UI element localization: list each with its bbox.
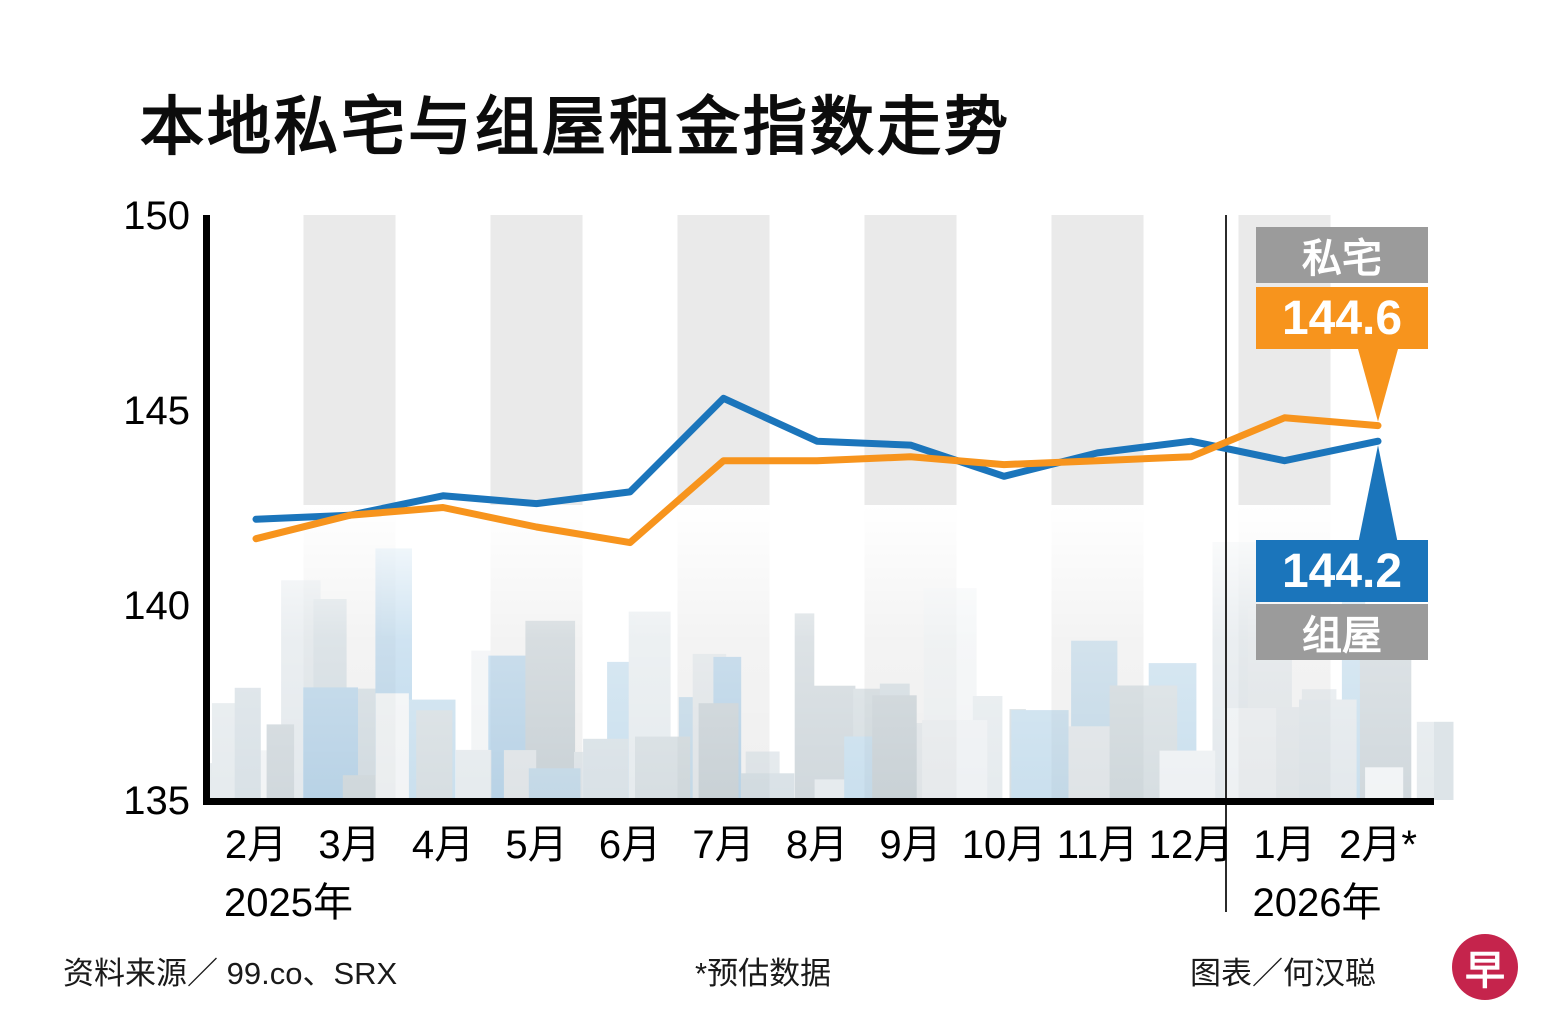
svg-text:2025年: 2025年 [224,881,353,925]
svg-text:2月: 2月 [225,823,287,867]
svg-text:3月: 3月 [318,823,380,867]
svg-text:11月: 11月 [1057,823,1139,867]
hdb-value-badge: 144.2 [1256,540,1428,602]
logo-glyph: 早 [1465,949,1505,993]
svg-text:5月: 5月 [505,823,567,867]
svg-text:7月: 7月 [692,823,754,867]
private-series-badge: 私宅 [1256,227,1428,283]
svg-text:4月: 4月 [412,823,474,867]
svg-text:140: 140 [123,584,190,628]
svg-text:2月*: 2月* [1339,823,1417,867]
svg-text:12月: 12月 [1149,823,1234,867]
chart-title: 本地私宅与组屋租金指数走势 [140,91,1011,163]
estimate-note: *预估数据 [695,956,832,991]
svg-text:6月: 6月 [599,823,661,867]
hdb-series-badge: 组屋 [1256,604,1428,660]
svg-text:8月: 8月 [786,823,848,867]
credit-note: 图表／何汉聪 [1190,956,1376,991]
svg-text:145: 145 [123,389,190,433]
source-note: 资料来源／ 99.co、SRX [63,956,398,991]
svg-text:135: 135 [123,779,190,823]
svg-text:2026年: 2026年 [1253,881,1382,925]
zaobao-logo: 早 [1452,934,1518,1000]
svg-text:150: 150 [123,194,190,238]
private-value-badge: 144.6 [1256,287,1428,349]
svg-text:9月: 9月 [879,823,941,867]
svg-text:1月: 1月 [1253,823,1315,867]
svg-text:10月: 10月 [962,823,1047,867]
